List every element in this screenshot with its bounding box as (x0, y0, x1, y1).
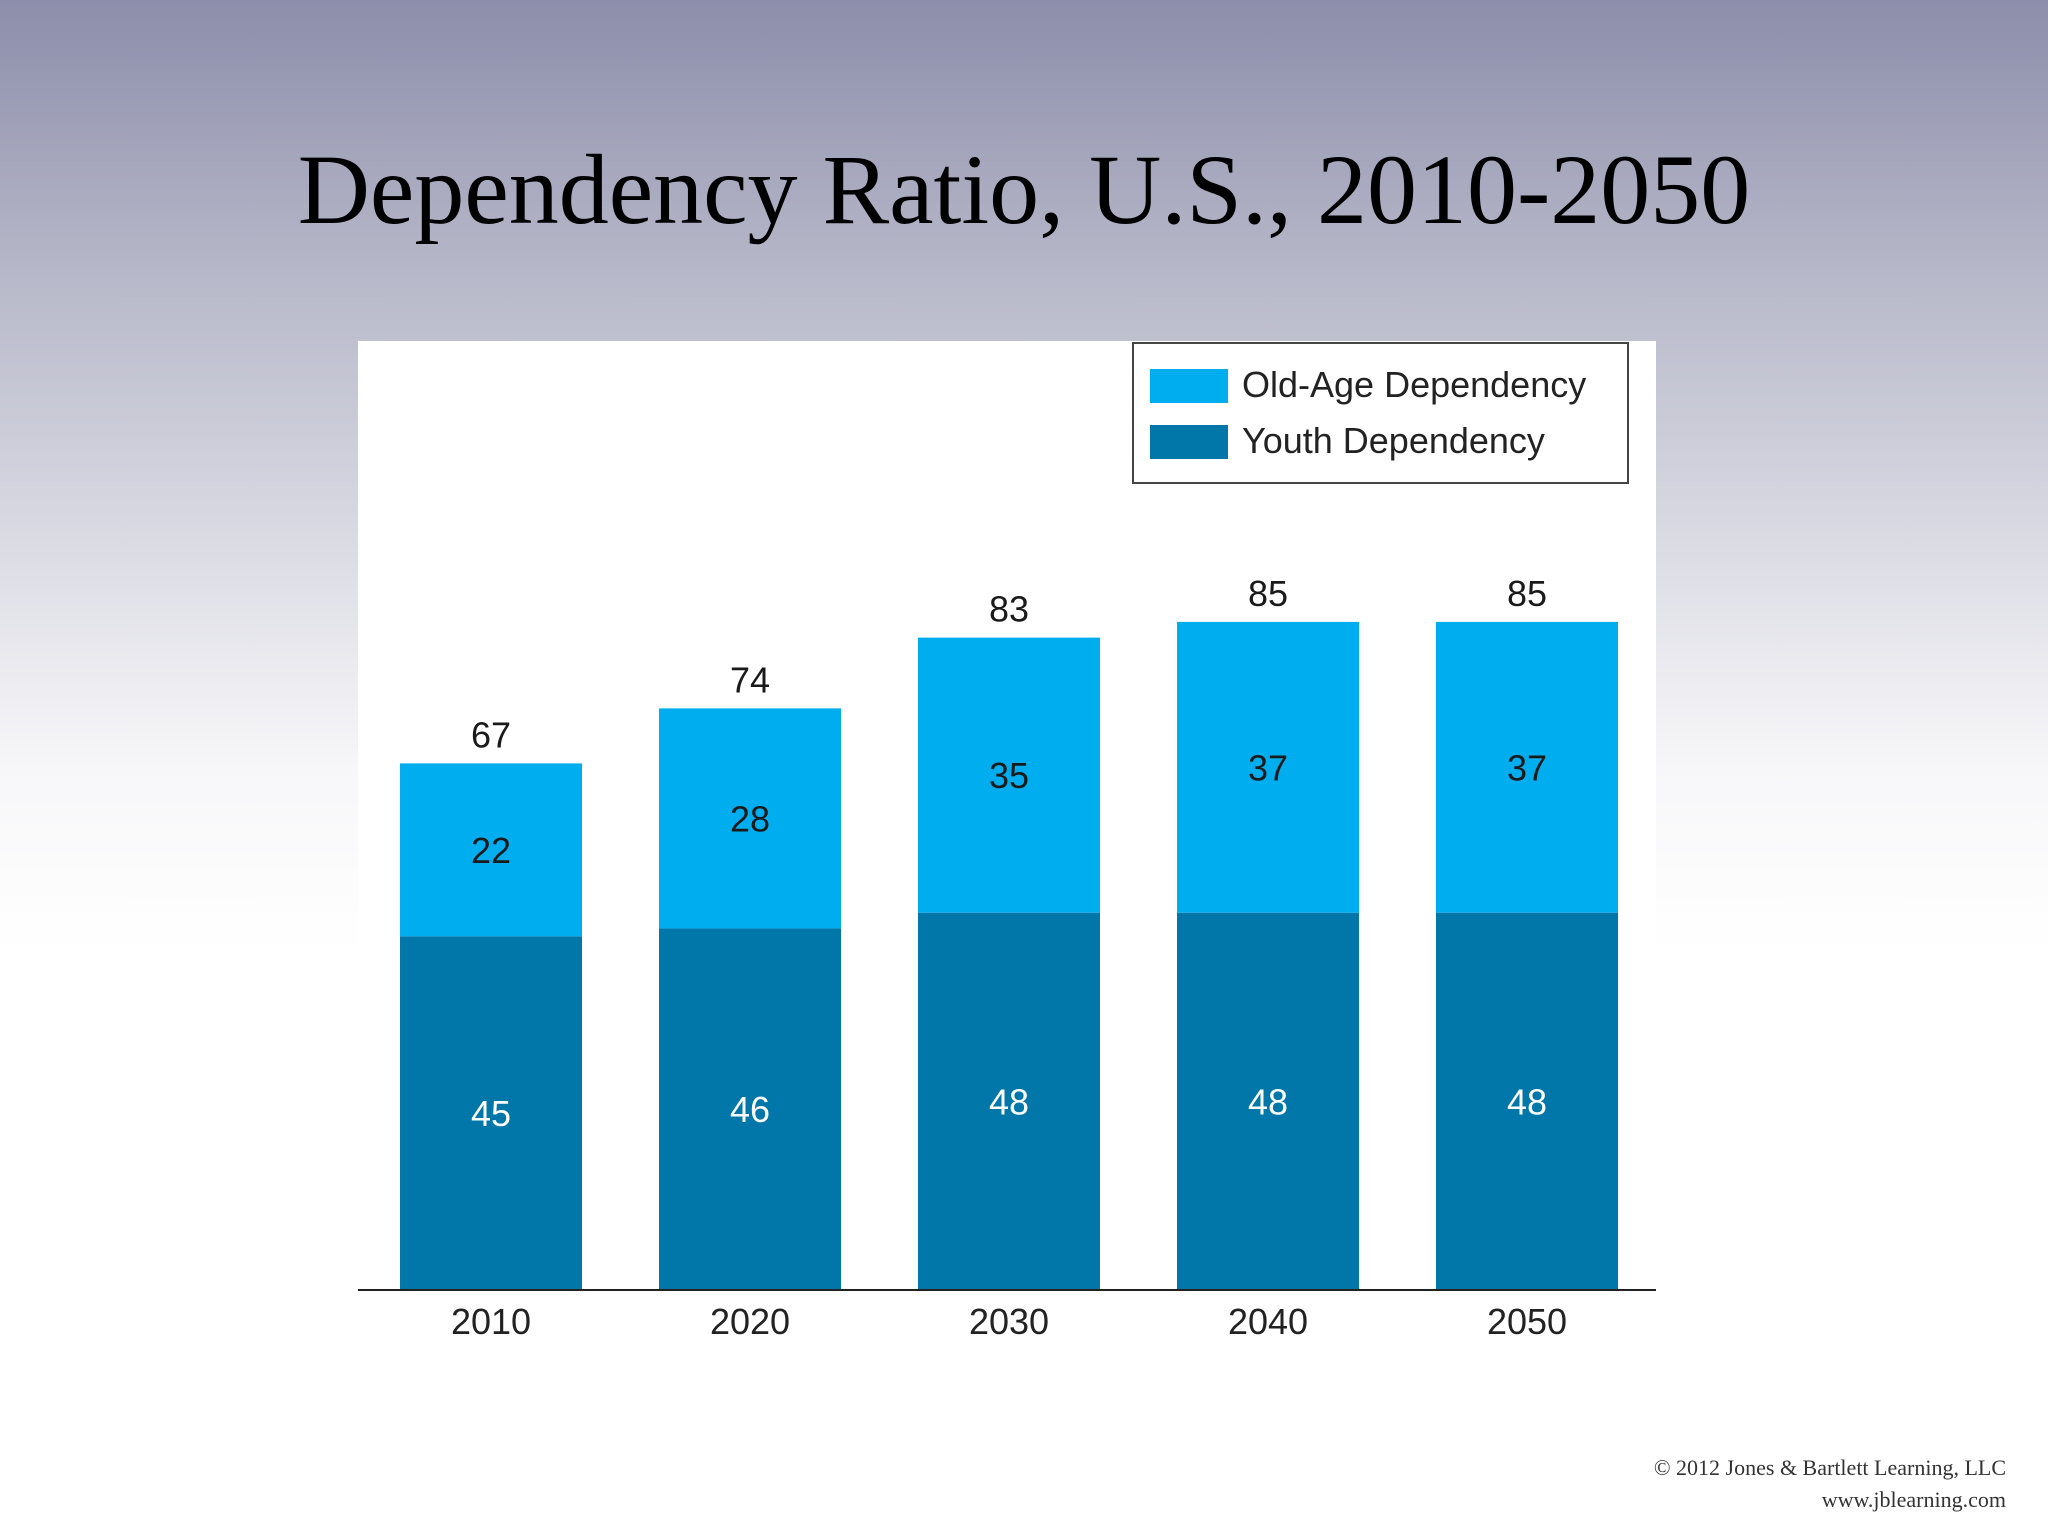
total-label-2030: 83 (989, 589, 1029, 630)
bar-youth-2030 (918, 912, 1100, 1290)
stacked-bar-chart: 45 22 67 2010 46 28 74 2020 48 35 83 2030 48 37 85 2040… (358, 342, 1656, 1342)
x-tick-label-2050: 2050 (1487, 1301, 1567, 1342)
legend-frame (1132, 342, 1629, 484)
value-label-youth-2030: 48 (989, 1081, 1029, 1122)
value-label-youth-2010: 45 (471, 1093, 511, 1134)
bar-old-age-2020 (659, 708, 841, 929)
total-label-2020: 74 (730, 659, 770, 700)
x-tick-label-2030: 2030 (969, 1301, 1049, 1342)
total-label-2050: 85 (1507, 573, 1547, 614)
bars-layer (400, 621, 1618, 1290)
bar-youth-2020 (659, 928, 841, 1290)
labels-layer: 45 22 67 2010 46 28 74 2020 48 35 83 2030 48 37 85 2040… (451, 573, 1567, 1342)
slide-title: Dependency Ratio, U.S., 2010-2050 (297, 134, 1751, 245)
x-tick-label-2020: 2020 (710, 1301, 790, 1342)
x-tick-label-2040: 2040 (1228, 1301, 1308, 1342)
website-text: www.jblearning.com (1821, 1487, 2006, 1512)
x-tick-label-2010: 2010 (451, 1301, 531, 1342)
value-label-old-age-2010: 22 (471, 830, 511, 871)
legend-label-youth: Youth Dependency (1242, 420, 1545, 461)
copyright-notice: © 2012 Jones & Bartlett Learning, LLC ww… (1654, 1452, 2006, 1516)
bar-youth-2050 (1436, 912, 1618, 1290)
value-label-youth-2050: 48 (1507, 1081, 1547, 1122)
legend: Old-Age Dependency Youth Dependency (1132, 342, 1629, 484)
total-label-2010: 67 (471, 714, 511, 755)
bar-old-age-2010 (400, 763, 582, 937)
value-label-old-age-2040: 37 (1248, 747, 1288, 788)
legend-swatch-youth (1150, 425, 1228, 459)
legend-swatch-old-age (1150, 369, 1228, 403)
value-label-old-age-2020: 28 (730, 798, 770, 839)
bar-old-age-2030 (918, 637, 1100, 913)
value-label-old-age-2030: 35 (989, 755, 1029, 796)
bar-youth-2010 (400, 936, 582, 1290)
copyright-text: © 2012 Jones & Bartlett Learning, LLC (1653, 1455, 2006, 1480)
value-label-old-age-2050: 37 (1507, 747, 1547, 788)
total-label-2040: 85 (1248, 573, 1288, 614)
bar-old-age-2040 (1177, 621, 1359, 913)
value-label-youth-2020: 46 (730, 1089, 770, 1130)
value-label-youth-2040: 48 (1248, 1081, 1288, 1122)
bar-youth-2040 (1177, 912, 1359, 1290)
legend-label-old-age: Old-Age Dependency (1242, 364, 1586, 405)
bar-old-age-2050 (1436, 621, 1618, 913)
